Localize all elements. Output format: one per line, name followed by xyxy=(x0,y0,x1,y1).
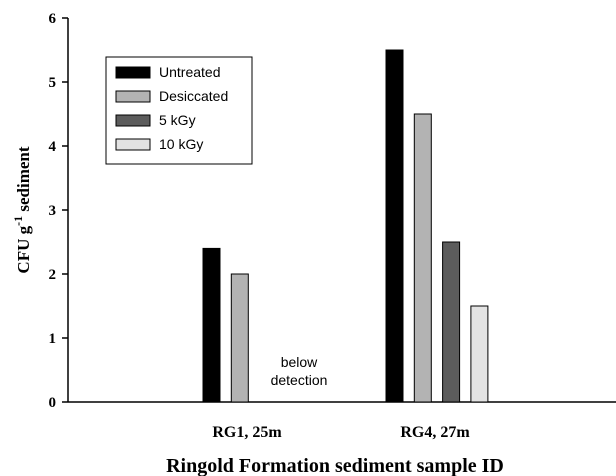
annotations: below detection xyxy=(271,354,328,388)
y-axis-title-base: CFU g xyxy=(14,225,33,273)
legend-label: 10 kGy xyxy=(159,136,203,152)
legend-label: 5 kGy xyxy=(159,112,196,128)
legend-swatch xyxy=(115,66,151,79)
bar-untreated-1 xyxy=(202,247,221,403)
y-tick-label: 6 xyxy=(49,11,57,27)
y-axis-title: CFU g-1 sediment xyxy=(11,146,33,273)
legend: Untreated Desiccated 5 kGy 10 kGy xyxy=(105,56,253,165)
bar-5-kgy-2 xyxy=(442,241,461,403)
legend-swatch xyxy=(115,90,151,103)
y-tick-label: 2 xyxy=(49,267,57,283)
bar-untreated-2 xyxy=(385,49,404,403)
y-axis-title-sup: -1 xyxy=(11,216,25,226)
x-axis: RG1, 25m RG4, 27m xyxy=(212,424,470,441)
y-axis-title-rest: sediment xyxy=(14,146,33,216)
y-tick-label: 0 xyxy=(49,395,57,411)
legend-swatch xyxy=(115,114,151,127)
y-tick-label: 4 xyxy=(49,139,57,155)
legend-swatch xyxy=(115,138,151,151)
annotation-text: below xyxy=(281,354,318,370)
bar-10-kgy-2 xyxy=(470,305,489,403)
y-tick-label: 3 xyxy=(49,203,57,219)
y-tick-label: 1 xyxy=(49,331,57,347)
y-axis: 0 1 2 3 4 5 6 xyxy=(49,11,68,411)
bar-desiccated-2 xyxy=(413,113,432,403)
bar-desiccated-1 xyxy=(230,273,249,403)
x-axis-title: Ringold Formation sediment sample ID xyxy=(166,455,504,476)
category-label: RG4, 27m xyxy=(400,424,470,441)
category-label: RG1, 25m xyxy=(212,424,282,441)
bars xyxy=(202,49,489,403)
legend-label: Untreated xyxy=(159,64,220,80)
y-tick-label: 5 xyxy=(49,75,57,91)
legend-label: Desiccated xyxy=(159,88,228,104)
annotation-text: detection xyxy=(271,372,328,388)
